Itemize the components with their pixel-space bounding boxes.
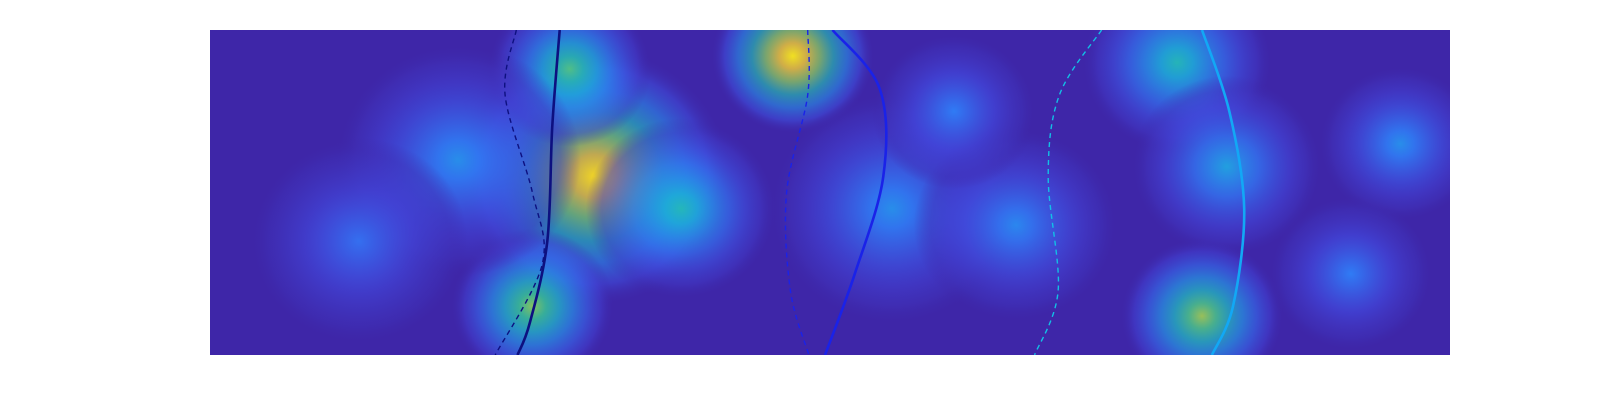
contour-lines: [494, 30, 1246, 355]
plot-area: [210, 30, 1450, 355]
density-hotspot: [1318, 66, 1450, 222]
series-line-5: [1200, 30, 1246, 355]
series-line-4: [784, 30, 810, 355]
density-hotspot: [1268, 196, 1433, 352]
heatmap-density: [249, 30, 1450, 355]
density-hotspot: [585, 118, 777, 300]
series-line-3: [823, 30, 888, 355]
series-line-2: [494, 30, 545, 355]
density-hotspot: [1120, 238, 1284, 355]
series-line-6: [1033, 30, 1103, 355]
density-hotspot: [872, 33, 1036, 189]
density-hotspot: [249, 137, 468, 345]
density-hotspot: [1131, 75, 1323, 258]
series-line-1: [516, 30, 561, 355]
